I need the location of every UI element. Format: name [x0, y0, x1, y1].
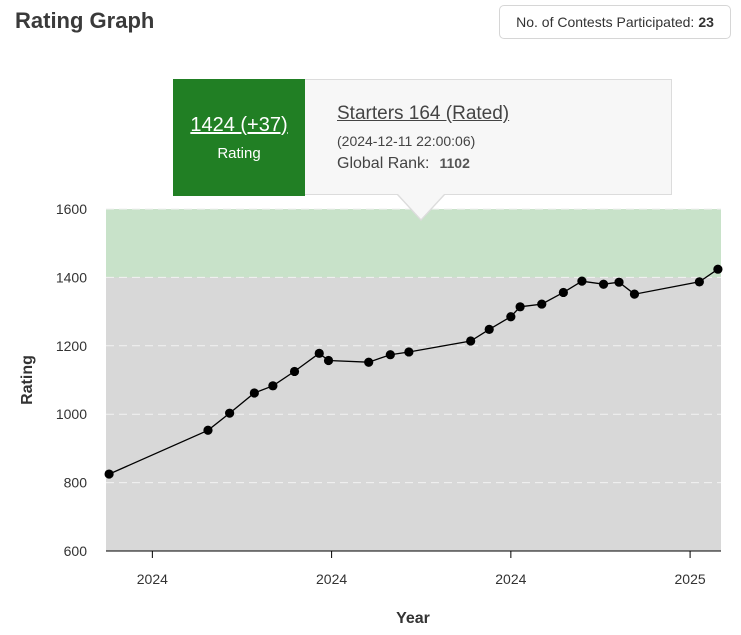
- y-tick-label: 600: [64, 543, 88, 559]
- rating-point: [484, 324, 494, 334]
- rating-point: [323, 355, 334, 366]
- y-tick-label: 1200: [56, 338, 87, 354]
- rating-point: [364, 357, 374, 367]
- y-tick-label: 800: [64, 475, 88, 491]
- rating-panel-label: Rating: [217, 145, 261, 162]
- contest-date: (2024-12-11 22:00:06): [337, 133, 476, 149]
- rating-point: [225, 408, 235, 418]
- y-tick-label: 1400: [56, 269, 87, 285]
- rating-point: [577, 276, 587, 286]
- rating-point: [506, 312, 516, 322]
- y-axis-title: Rating: [19, 355, 36, 405]
- contest-name-link[interactable]: Starters 164 (Rated): [337, 103, 510, 124]
- rating-point: [537, 299, 547, 309]
- contests-count-badge: No. of Contests Participated: 23: [499, 5, 731, 39]
- rating-point: [466, 336, 476, 346]
- y-tick-label: 1600: [56, 201, 87, 217]
- rating-point: [249, 388, 259, 398]
- rating-point: [314, 348, 324, 358]
- contests-count-value: 23: [698, 14, 714, 30]
- global-rank-value: 1102: [439, 155, 470, 171]
- global-rank: Global Rank: 1102: [337, 155, 509, 173]
- x-tick-label: 2024: [316, 571, 347, 587]
- contests-count-label: No. of Contests Participated:: [516, 14, 695, 30]
- rating-point: [598, 279, 609, 289]
- rating-change-link[interactable]: 1424 (+37): [190, 114, 288, 136]
- rating-point: [104, 469, 114, 479]
- rating-point: [268, 381, 278, 391]
- rating-point: [713, 264, 723, 274]
- x-axis-title: Year: [396, 610, 430, 627]
- rating-panel: 1424 (+37) Rating: [173, 79, 305, 196]
- x-tick-label: 2024: [495, 571, 526, 587]
- rating-point: [515, 302, 525, 312]
- rating-point: [203, 425, 213, 435]
- rating-point: [385, 350, 395, 360]
- rating-point: [404, 347, 414, 357]
- rating-point: [614, 277, 624, 287]
- page-title: Rating Graph: [15, 8, 155, 33]
- rating-point: [694, 277, 704, 287]
- y-tick-label: 1000: [56, 406, 87, 422]
- global-rank-label: Global Rank:: [337, 155, 430, 172]
- x-tick-label: 2024: [137, 571, 168, 587]
- rating-point: [289, 366, 300, 377]
- rating-point: [558, 287, 568, 298]
- x-tick-label: 2025: [675, 571, 706, 587]
- contest-tooltip: 1424 (+37) Rating Starters 164 (Rated) (…: [173, 79, 672, 196]
- tooltip-pointer: [398, 194, 444, 219]
- rating-point: [629, 289, 640, 299]
- contest-info: Starters 164 (Rated) (2024-12-11 22:00:0…: [337, 103, 509, 173]
